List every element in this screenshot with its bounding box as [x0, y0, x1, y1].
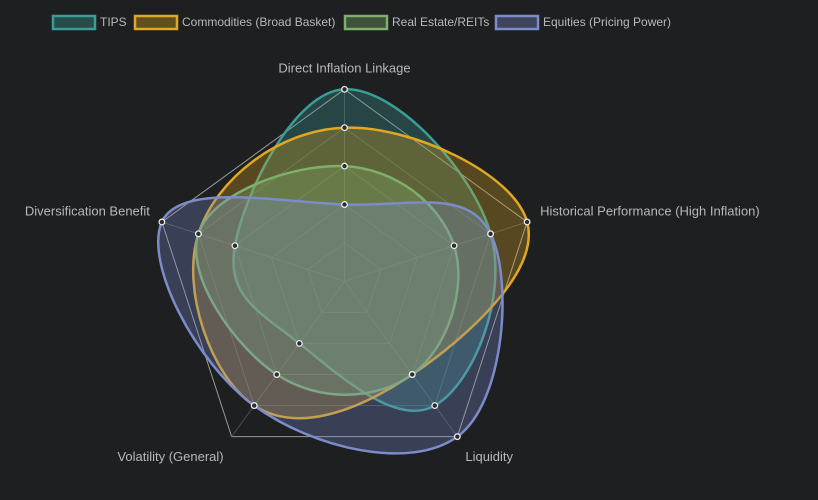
- axis-label: Historical Performance (High Inflation): [540, 203, 760, 218]
- legend-label: Commodities (Broad Basket): [182, 15, 335, 29]
- data-point: [250, 402, 258, 410]
- legend-swatch: [343, 14, 389, 31]
- axis-label: Volatility (General): [117, 449, 223, 464]
- legend-label: Equities (Pricing Power): [543, 15, 671, 29]
- spoke: [231, 281, 345, 437]
- axis-label: Liquidity: [465, 449, 513, 464]
- data-point: [341, 85, 348, 93]
- data-point: [273, 371, 281, 378]
- data-point: [431, 402, 439, 410]
- axis-label: Diversification Benefit: [25, 203, 150, 218]
- spoke: [344, 281, 458, 437]
- spoke: [161, 221, 345, 282]
- grid-ring: [307, 242, 382, 313]
- axis-label: Direct Inflation Linkage: [278, 61, 410, 76]
- data-point: [194, 230, 202, 238]
- legend-swatch: [494, 14, 540, 31]
- data-point: [341, 124, 348, 132]
- data-point: [408, 371, 416, 378]
- data-point: [453, 433, 461, 441]
- grid-ring: [197, 127, 492, 407]
- data-point: [523, 218, 531, 226]
- data-point: [158, 218, 166, 226]
- legend-swatch: [51, 14, 97, 31]
- grid-ring: [234, 165, 455, 375]
- grid-ring: [270, 203, 419, 344]
- data-point: [487, 230, 495, 238]
- data-point: [341, 162, 348, 170]
- data-point: [341, 201, 348, 208]
- legend-label: Real Estate/REITs: [392, 15, 489, 29]
- data-point: [295, 339, 303, 347]
- series-area: [195, 164, 460, 396]
- series-area: [157, 196, 504, 455]
- legend-label: TIPS: [100, 15, 127, 29]
- spoke: [344, 221, 528, 282]
- data-point: [450, 242, 458, 250]
- legend-swatch: [133, 14, 179, 31]
- data-point: [231, 242, 239, 250]
